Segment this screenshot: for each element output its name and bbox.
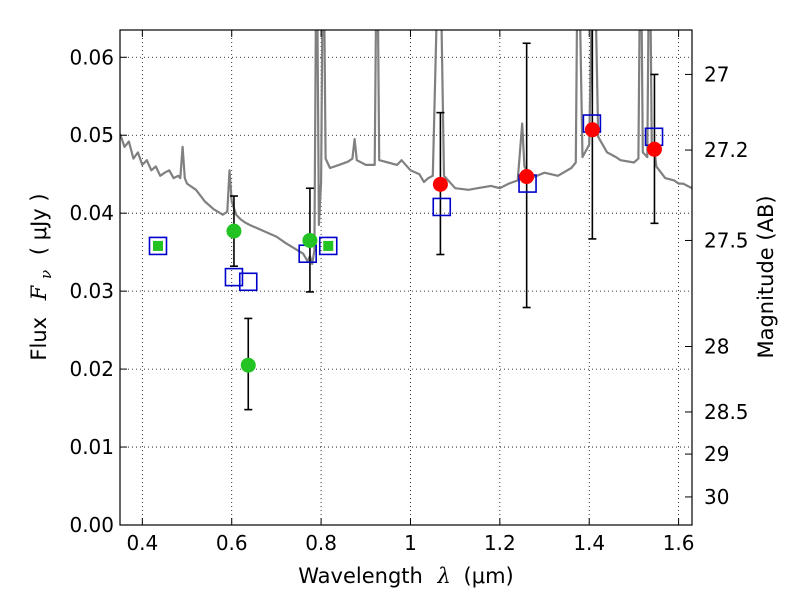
- plot-frame: [119, 29, 693, 526]
- observed-photometry-points: [226, 122, 662, 373]
- x-axis-unit: (μm): [464, 564, 514, 588]
- observed-point-marker: [302, 232, 318, 248]
- x-tick-label: 1.2: [484, 531, 516, 555]
- magnitude-axis-ticks: 27 27.2 27.5 28 28.5 29 30: [685, 62, 749, 509]
- model-square-fill: [152, 240, 163, 251]
- observed-point-marker: [432, 176, 448, 192]
- y-tick-label: 0.05: [69, 123, 114, 147]
- model-square-marker: [224, 267, 244, 287]
- model-spectrum: [120, 30, 692, 265]
- model-photometry-squares: [148, 114, 664, 292]
- y-axis-label: Flux: [27, 317, 51, 361]
- magnitude-tick-label: 29: [704, 442, 729, 466]
- x-tick-label: 0.4: [126, 531, 158, 555]
- observed-point-marker: [584, 122, 600, 138]
- y-axis-symbol: F: [27, 284, 51, 301]
- x-tick-label: 1.4: [573, 531, 605, 555]
- x-tick-label: 1: [404, 531, 417, 555]
- magnitude-tick-label: 27.5: [704, 228, 749, 252]
- y-axis-title: Flux F ν ( μJy ): [27, 193, 56, 360]
- y-tick-label: 0.00: [69, 513, 114, 537]
- y-axis-subscript: ν: [37, 270, 55, 279]
- y-tick-label: 0.04: [69, 201, 114, 225]
- y-tick-label: 0.01: [69, 435, 114, 459]
- grid: [120, 30, 692, 525]
- observed-point-marker: [646, 141, 662, 157]
- y-axis-ticks: 0.00 0.01 0.02 0.03 0.04 0.05 0.06: [69, 45, 127, 537]
- model-square-marker: [318, 236, 338, 256]
- x-tick-label: 0.6: [216, 531, 248, 555]
- observed-point-marker: [226, 223, 242, 239]
- y-axis-unit: ( μJy ): [27, 193, 51, 255]
- model-square-marker: [148, 236, 168, 256]
- x-axis-label: Wavelength: [298, 564, 423, 588]
- x-axis-ticks: 0.4 0.6 0.8 1 1.2 1.4 1.6: [126, 30, 695, 555]
- observed-point-marker: [519, 169, 535, 185]
- magnitude-axis-title: Magnitude (AB): [754, 195, 778, 358]
- magnitude-tick-label: 27: [704, 62, 729, 86]
- model-square-marker: [238, 272, 258, 292]
- model-square-fill: [323, 240, 334, 251]
- y-tick-label: 0.06: [69, 45, 114, 69]
- magnitude-tick-label: 28.5: [704, 400, 749, 424]
- model-spectrum-line: [120, 30, 692, 265]
- model-square-marker: [432, 197, 452, 217]
- y-tick-label: 0.02: [69, 357, 114, 381]
- x-axis-title: Wavelength λ (μm): [298, 564, 513, 588]
- x-tick-label: 0.8: [305, 531, 337, 555]
- observed-point-marker: [240, 357, 256, 373]
- magnitude-tick-label: 27.2: [704, 138, 749, 162]
- x-tick-label: 1.6: [663, 531, 695, 555]
- x-axis-symbol: λ: [437, 564, 451, 588]
- magnitude-tick-label: 30: [704, 485, 729, 509]
- y-tick-label: 0.03: [69, 279, 114, 303]
- magnitude-tick-label: 28: [704, 334, 729, 358]
